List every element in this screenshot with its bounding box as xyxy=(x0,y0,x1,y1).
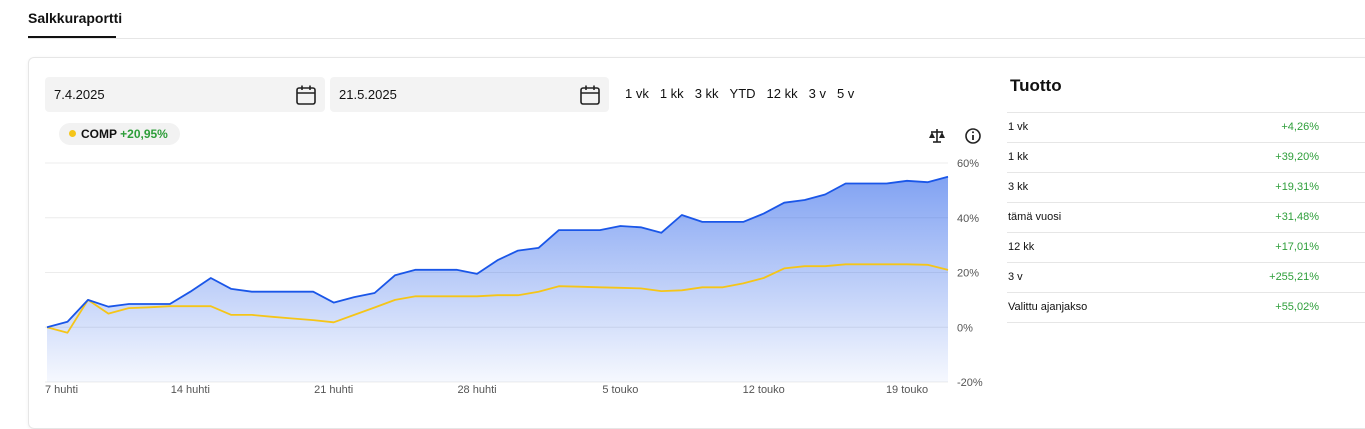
returns-row: 3 v +255,21% xyxy=(1007,262,1365,292)
legend-label: COMP xyxy=(81,127,117,141)
returns-row: 1 kk +39,20% xyxy=(1007,142,1365,172)
legend-change: +20,95% xyxy=(120,127,168,141)
returns-label: tämä vuosi xyxy=(1008,211,1062,223)
x-tick-label: 5 touko xyxy=(602,384,638,396)
x-tick-label: 28 huhti xyxy=(457,384,496,396)
range-button[interactable]: 1 vk xyxy=(625,86,649,101)
returns-value: +4,26% xyxy=(1281,121,1319,133)
range-button[interactable]: 1 kk xyxy=(659,86,684,101)
returns-label: 1 vk xyxy=(1008,121,1029,133)
y-tick-label: -20% xyxy=(957,377,983,389)
x-tick-label: 21 huhti xyxy=(314,384,353,396)
tab[interactable]: Salkkuraportti xyxy=(28,10,123,26)
y-tick-label: 20% xyxy=(957,268,979,280)
tab-underline xyxy=(28,36,116,38)
x-tick-label: 12 touko xyxy=(743,384,785,396)
returns-table: 1 vk +4,26% 1 kk +39,20% 3 kk +19,31% tämä vuo… xyxy=(1007,112,1365,323)
returns-value: +19,31% xyxy=(1275,181,1319,193)
legend-swatch xyxy=(69,130,76,137)
y-tick-label: 0% xyxy=(957,322,973,334)
returns-row: tämä vuosi +31,48% xyxy=(1007,202,1365,232)
returns-label: 3 v xyxy=(1008,271,1023,283)
x-tick-label: 7 huhti xyxy=(45,384,78,396)
range-button[interactable]: 5 v xyxy=(836,86,855,101)
line xyxy=(46,175,949,329)
balance-icon[interactable] xyxy=(929,129,945,143)
y-tick-label: 60% xyxy=(957,158,979,170)
range-button[interactable]: YTD xyxy=(729,86,756,101)
x-tick-label: 19 touko xyxy=(886,384,928,396)
x-tick-label: 14 huhti xyxy=(171,384,210,396)
area xyxy=(47,176,948,382)
range-button[interactable]: 12 kk xyxy=(766,86,798,101)
returns-title: Tuotto xyxy=(1010,76,1062,95)
returns-row: Valittu ajanjakso +55,02% xyxy=(1007,292,1365,323)
line xyxy=(46,263,949,334)
date-input[interactable]: 21.5.2025 xyxy=(330,77,609,112)
date-text: 7.4.2025 xyxy=(54,87,105,102)
range-button[interactable]: 3 kk xyxy=(694,86,719,101)
date-input[interactable]: 7.4.2025 xyxy=(45,77,325,112)
returns-label: 1 kk xyxy=(1008,151,1029,163)
chart: -20% 0% 20% 40% 60% 7 huhti 14 huhti 21 huhti 28… xyxy=(45,128,983,396)
returns-value: +55,02% xyxy=(1275,301,1319,313)
y-tick-label: 40% xyxy=(957,213,979,225)
range-buttons: 1 vk 1 kk 3 kk YTD 12 kk 3 v 5 v xyxy=(620,86,860,101)
returns-row: 12 kk +17,01% xyxy=(1007,232,1365,262)
legend: COMP +20,95% xyxy=(59,123,180,145)
returns-value: +31,48% xyxy=(1275,211,1319,223)
returns-label: Valittu ajanjakso xyxy=(1008,301,1088,313)
calendar-icon[interactable] xyxy=(579,84,601,106)
calendar-icon[interactable] xyxy=(295,84,317,106)
returns-row: 3 kk +19,31% xyxy=(1007,172,1365,202)
divider xyxy=(28,38,1365,39)
range-button[interactable]: 3 v xyxy=(808,86,826,101)
info-icon[interactable] xyxy=(965,128,981,144)
returns-label: 12 kk xyxy=(1008,241,1035,253)
returns-value: +17,01% xyxy=(1275,241,1319,253)
page: { "tab": "Salkkuraportti", "date_from": … xyxy=(28,10,1365,429)
returns-label: 3 kk xyxy=(1008,181,1029,193)
returns-value: +39,20% xyxy=(1275,151,1319,163)
returns-value: +255,21% xyxy=(1269,271,1319,283)
date-text: 21.5.2025 xyxy=(339,87,397,102)
returns-row: 1 vk +4,26% xyxy=(1007,112,1365,142)
